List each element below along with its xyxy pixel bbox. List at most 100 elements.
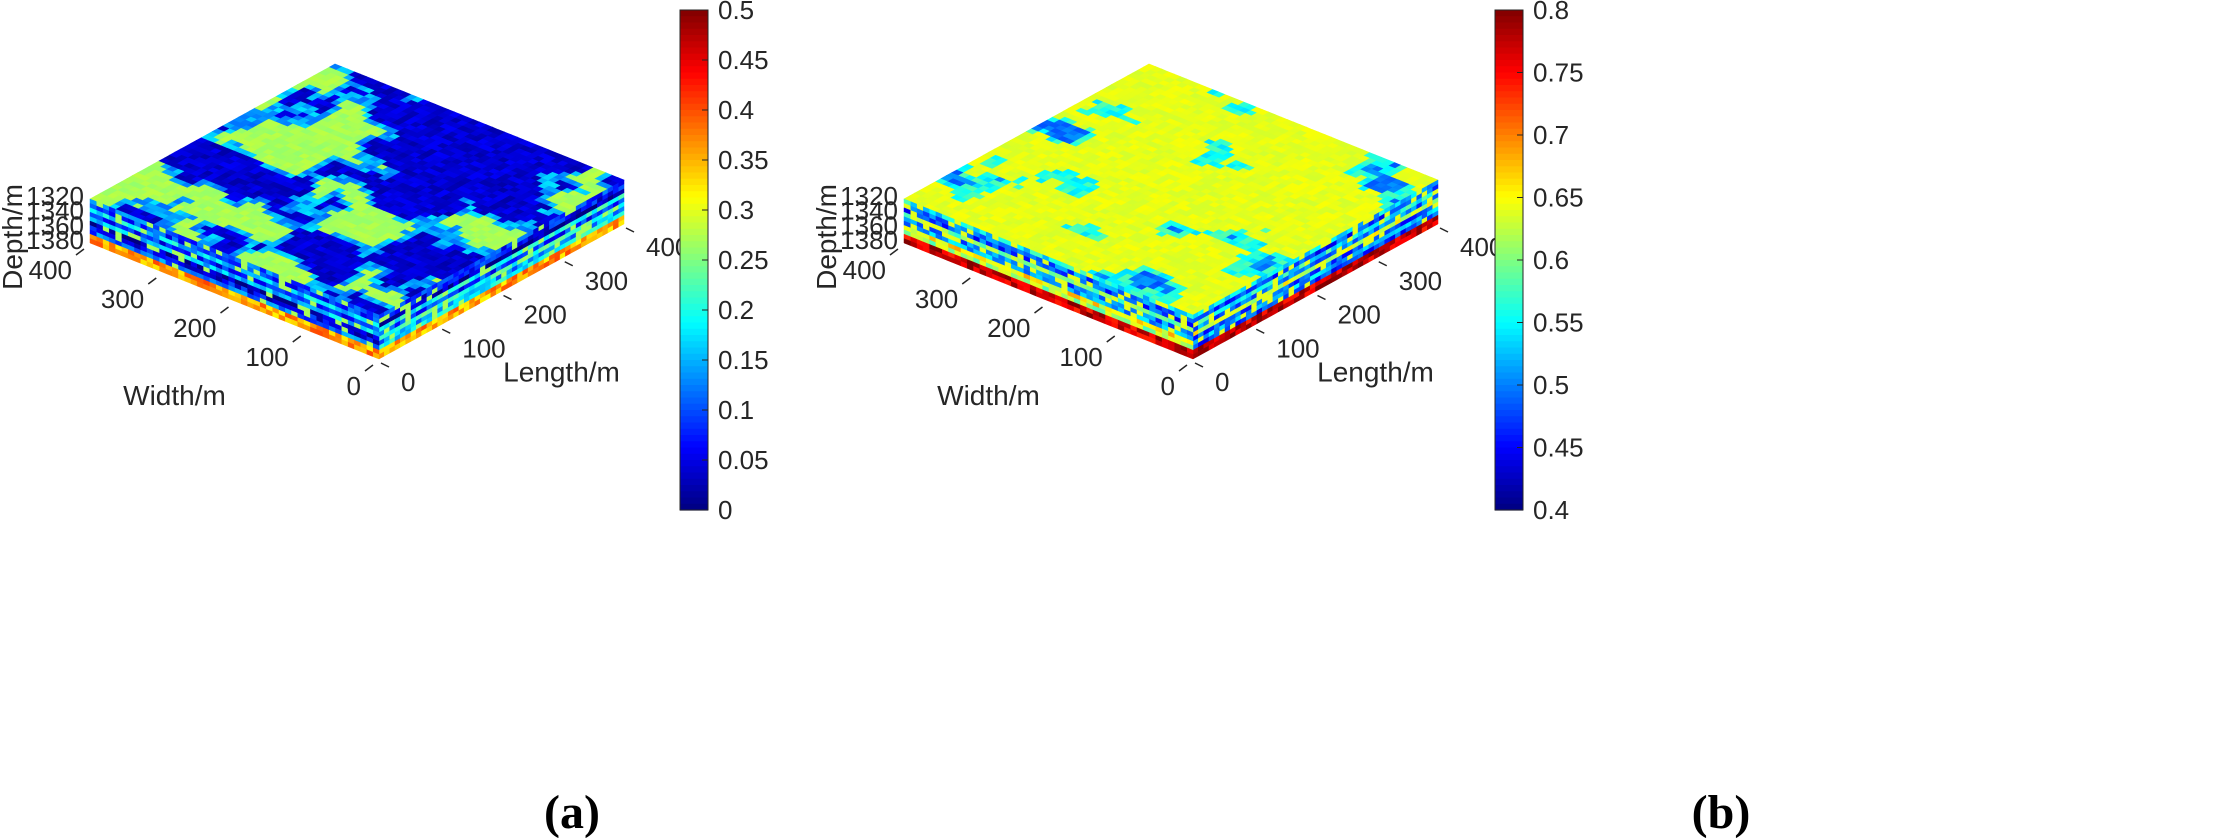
tick-mark	[364, 364, 374, 372]
colorbar-segment	[680, 478, 708, 486]
colorbar-segment	[680, 16, 708, 24]
colorbar-segment	[680, 410, 708, 417]
colorbar-segment	[680, 60, 708, 67]
length-tick-label: 300	[585, 266, 628, 296]
length-tick-label: 200	[524, 300, 567, 330]
colorbar-segment	[680, 166, 708, 174]
colorbar-segment	[680, 316, 708, 324]
colorbar-segment	[680, 216, 708, 224]
colorbar-segment	[680, 210, 708, 217]
tick-mark	[147, 277, 157, 285]
colorbar-segment	[680, 128, 708, 136]
colorbar-segment	[680, 285, 708, 292]
colorbar-segment	[680, 91, 708, 99]
colorbar-segment	[680, 460, 708, 467]
colorbar-segment	[680, 491, 708, 499]
colorbar-segment	[680, 372, 708, 380]
colorbar-segment	[680, 235, 708, 242]
top-face	[903, 63, 1439, 316]
top-face	[89, 63, 625, 316]
colorbar-segment	[680, 278, 708, 286]
colorbar-tick-label: 0.1	[718, 395, 754, 425]
width-tick-label: 400	[29, 255, 72, 285]
colorbar-segment	[680, 435, 708, 442]
colorbar-segment	[680, 116, 708, 124]
colorbar-segment	[680, 378, 708, 386]
width-tick-label: 100	[245, 342, 288, 372]
colorbar-tick-label: 0.35	[718, 145, 769, 175]
colorbar-segment	[680, 335, 708, 342]
colorbar-segment	[680, 391, 708, 399]
panel-a: 0100200300400010020030040013201340136013…	[0, 0, 769, 838]
colorbar-segment	[680, 328, 708, 336]
colorbar-segment	[680, 447, 708, 455]
colorbar-segment	[680, 428, 708, 436]
colorbar-segment	[680, 185, 708, 192]
depth-axis-label: Depth/m	[0, 184, 28, 290]
tick-mark	[441, 328, 451, 334]
tick-mark	[625, 227, 635, 233]
colorbar-segment	[680, 47, 708, 55]
colorbar-segment	[680, 72, 708, 80]
colorbar-segment	[680, 78, 708, 86]
colorbar-segment	[680, 441, 708, 449]
colorbar-segment	[680, 272, 708, 280]
colorbar-tick-label: 0.2	[718, 295, 754, 325]
colorbar-segment	[680, 160, 708, 167]
colorbar-segment	[680, 341, 708, 349]
width-axis-label: Width/m	[123, 380, 226, 411]
colorbar: 00.050.10.150.20.250.30.350.40.450.5	[679, 0, 769, 525]
width-tick-label: 200	[173, 313, 216, 343]
colorbar-segment	[680, 122, 708, 130]
colorbar-segment	[680, 178, 708, 186]
colorbar-segment	[680, 360, 708, 367]
colorbar-segment	[680, 110, 708, 117]
colorbar-segment	[680, 147, 708, 155]
length-axis-label: Length/m	[503, 357, 620, 388]
panel-b: 0100200300400010020030040013201340136013…	[811, 0, 1750, 838]
colorbar-segment	[680, 97, 708, 105]
colorbar-tick-label: 0.5	[718, 0, 754, 25]
length-tick-label: 0	[401, 367, 415, 397]
colorbar-segment	[680, 347, 708, 355]
width-tick-label: 0	[347, 371, 361, 401]
colorbar-segment	[680, 191, 708, 199]
colorbar-segment	[680, 466, 708, 474]
colorbar-segment	[680, 266, 708, 274]
colorbar-tick-label: 0.3	[718, 195, 754, 225]
colorbar-segment	[680, 228, 708, 236]
tick-mark	[292, 335, 302, 343]
colorbar-segment	[680, 85, 708, 92]
width-tick-label: 300	[101, 284, 144, 314]
colorbar-segment	[680, 222, 708, 230]
colorbar-segment	[680, 422, 708, 430]
depth-tick-label: 1380	[26, 225, 84, 255]
tick-mark	[380, 362, 390, 368]
colorbar-segment	[680, 35, 708, 42]
tick-mark	[564, 261, 574, 267]
voxel-cell	[329, 63, 342, 70]
colorbar-segment	[680, 485, 708, 492]
panel-label: (a)	[544, 786, 600, 838]
colorbar-tick-label: 0.25	[718, 245, 769, 275]
colorbar-segment	[680, 172, 708, 180]
colorbar-segment	[680, 247, 708, 255]
colorbar-tick-label: 0	[718, 495, 732, 525]
colorbar-tick-label: 0.05	[718, 445, 769, 475]
colorbar-segment	[680, 135, 708, 142]
colorbar-segment	[680, 291, 708, 299]
colorbar-segment	[680, 366, 708, 374]
colorbar-tick-label: 0.4	[718, 95, 754, 125]
colorbar-segment	[680, 385, 708, 392]
colorbar-segment	[680, 497, 708, 505]
colorbar-segment	[680, 66, 708, 74]
colorbar-segment	[680, 322, 708, 330]
colorbar-segment	[680, 197, 708, 205]
colorbar-segment	[680, 260, 708, 267]
colorbar-segment	[680, 310, 708, 317]
colorbar-tick-label: 0.45	[718, 45, 769, 75]
colorbar-segment	[680, 297, 708, 305]
tick-mark	[220, 306, 229, 314]
colorbar-segment	[680, 141, 708, 149]
colorbar-segment	[680, 41, 708, 49]
